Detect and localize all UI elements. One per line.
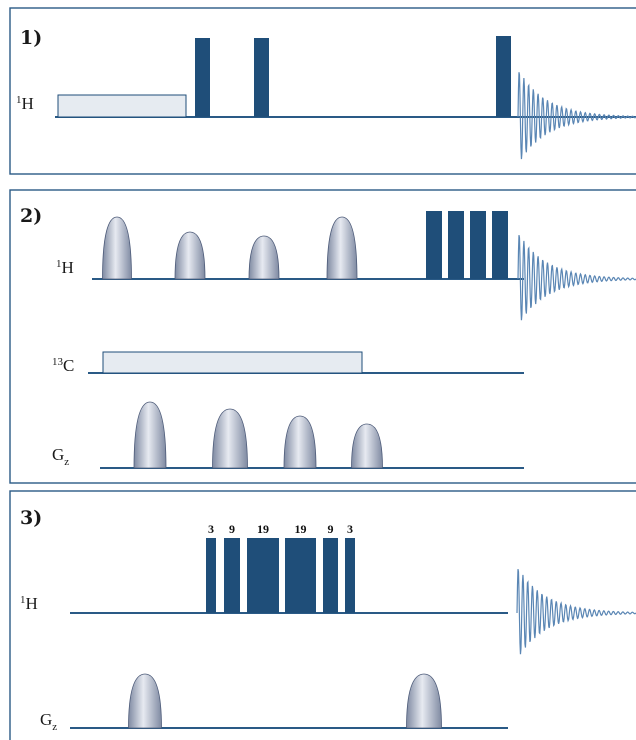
hard-pulse xyxy=(254,38,269,117)
channel-label-subscript: z xyxy=(64,456,69,468)
channel-label: 1H xyxy=(16,94,34,113)
spin-lock-box xyxy=(102,351,363,374)
channel-label-superscript: 1 xyxy=(16,94,22,106)
gradient-pulse xyxy=(133,401,167,469)
channel-row: Gz xyxy=(52,401,524,469)
panel-label: 2) xyxy=(20,205,42,227)
channel-row: Gz xyxy=(40,673,508,733)
channel-label-base: H xyxy=(22,94,34,113)
hard-pulse xyxy=(448,211,464,279)
hard-pulse xyxy=(470,211,486,279)
gradient-pulse xyxy=(283,415,317,469)
channel-label-subscript: z xyxy=(52,721,57,733)
hard-pulse xyxy=(206,538,216,613)
panel-frame xyxy=(9,490,636,740)
pulse-label: 3 xyxy=(208,522,214,536)
channel-label: Gz xyxy=(40,710,57,733)
fid-signal xyxy=(517,235,636,321)
hard-pulse xyxy=(224,538,240,613)
fid-signal xyxy=(517,72,636,160)
shaped-pulse xyxy=(326,216,358,280)
gradient-pulse xyxy=(351,423,383,469)
panel-label: 3) xyxy=(20,507,42,529)
channel-label-base: H xyxy=(26,594,38,613)
hard-pulse xyxy=(285,538,316,613)
gradient-pulse xyxy=(128,673,162,729)
shaped-pulse xyxy=(174,231,206,280)
panel-label: 1) xyxy=(20,27,42,49)
channel-row: 1H xyxy=(16,36,636,160)
channel-label-superscript: 1 xyxy=(56,258,62,270)
panel-2: 2) 1H 13C Gz xyxy=(9,189,636,484)
hard-pulse xyxy=(195,38,210,117)
channel-row: 13C xyxy=(52,351,524,375)
gradient-pulse xyxy=(406,673,442,729)
pulse-label: 9 xyxy=(328,522,334,536)
hard-pulse xyxy=(426,211,442,279)
pulse-label: 19 xyxy=(295,522,307,536)
shaped-pulse xyxy=(248,235,280,280)
pulse-label: 3 xyxy=(347,522,353,536)
panel-1: 1) 1H xyxy=(9,7,636,175)
gradient-pulse xyxy=(212,408,248,469)
hard-pulse xyxy=(323,538,338,613)
channel-label: Gz xyxy=(52,445,69,468)
hard-pulse xyxy=(247,538,279,613)
channel-label: 1H xyxy=(20,594,38,613)
panel-frame xyxy=(9,7,636,175)
shaped-pulse xyxy=(102,216,132,280)
channel-label-superscript: 1 xyxy=(20,594,26,606)
channel-label-base: G xyxy=(52,445,64,464)
channel-row: 1H3 9 19 19 9 3 xyxy=(20,522,636,655)
hard-pulse xyxy=(345,538,355,613)
channel-row: 1H xyxy=(56,211,636,321)
channel-label: 13C xyxy=(52,356,74,375)
channel-label-superscript: 13 xyxy=(52,356,64,368)
fid-signal xyxy=(516,569,636,655)
channel-label-base: H xyxy=(62,258,74,277)
pulse-label: 19 xyxy=(257,522,269,536)
spin-lock-box xyxy=(57,94,187,118)
channel-label-base: C xyxy=(63,356,74,375)
pulse-label: 9 xyxy=(229,522,235,536)
panel-frame xyxy=(9,189,636,484)
channel-label-base: G xyxy=(40,710,52,729)
hard-pulse xyxy=(492,211,508,279)
panel-3: 3)1H3 9 19 19 9 3Gz xyxy=(9,490,636,740)
channel-label: 1H xyxy=(56,258,74,277)
hard-pulse xyxy=(496,36,511,117)
